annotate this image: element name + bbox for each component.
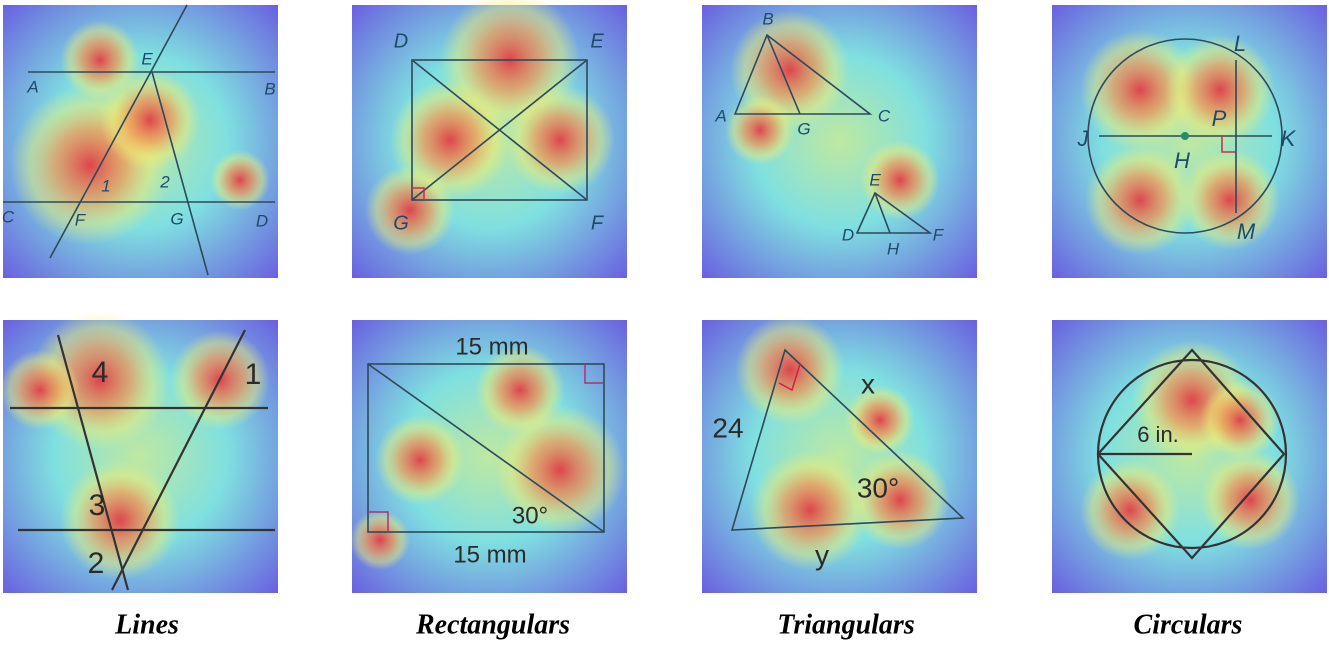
heat-blob [1080,460,1180,560]
panels [0,0,1327,593]
diagram-label: E [590,30,604,52]
diagram-label: 2 [159,172,170,191]
diagram-label: L [1234,31,1246,56]
diagrams [3,4,1288,591]
heat-blob [735,315,845,425]
diagram-label: J [1077,126,1090,151]
diagram-label: K [1281,126,1297,151]
diagram-label: D [394,30,408,52]
diagram-label: 15 mm [453,541,526,568]
diagram-label: B [264,79,275,98]
diagram-label: D [842,225,854,244]
diagram-label: 1 [101,176,110,195]
diagram-label: 4 [92,356,109,389]
diagram-label: A [26,77,38,96]
diagram-label: M [1237,219,1256,244]
heat-blob [860,140,940,220]
diagram-label: 6 in. [1137,422,1179,447]
diagram-label: F [591,212,605,234]
diagram-label: 2 [88,547,105,580]
heat-blob [845,385,915,455]
heat-blob [1180,150,1280,250]
heat-blob [850,450,950,550]
diagram-label: G [797,119,810,138]
caption: Circulars [1134,609,1243,640]
heat-blob [365,165,455,255]
heat-blob [725,95,795,165]
diagram-label: G [170,209,183,228]
diagram-label: 30° [857,472,899,503]
heat-blob [475,345,565,435]
diagram-label: 24 [712,412,743,443]
heat-blob [1080,30,1200,150]
diagram-label: H [1174,148,1190,173]
caption: Rectangulars [415,609,570,640]
diagram-label: F [75,210,87,229]
heat-blob [60,460,180,580]
diagram-label: E [141,49,153,68]
heat-blob [1085,145,1195,255]
diagram-label: x [861,368,875,399]
heat-blob [100,70,200,170]
diagram-label: B [762,9,773,28]
diagram-label: 3 [89,489,106,522]
diagram-label: E [869,170,881,189]
diagram-label: C [2,207,15,226]
diagram-label: y [815,539,829,570]
diagram-label: 1 [245,358,262,391]
diagram-label: F [933,225,945,244]
heat-blob [495,405,625,535]
heat-blob [60,20,140,100]
heat-blob [375,415,465,505]
caption: Triangulars [777,609,915,640]
heat-blob [750,450,870,570]
heat-blob [0,350,80,430]
diagram-label: H [887,239,900,258]
heat-blob [1200,450,1300,550]
diagram-label: P [1212,106,1227,131]
diagram-label: D [256,211,268,230]
diagram-label: G [393,212,409,234]
heat-blob [1200,380,1280,460]
diagram-label: A [714,106,726,125]
diagram-label: C [878,106,891,125]
diagram-label: 30° [512,502,548,529]
heat-blob [210,150,270,210]
labels: E A B 1 2 C F G D D E G F B A G C E D H F L P J K H M 4 1 3 2 15 mm 30° 1… [2,9,1297,579]
diagram-label: 15 mm [455,333,528,360]
heat-blob [350,510,410,570]
caption: Lines [114,609,179,640]
